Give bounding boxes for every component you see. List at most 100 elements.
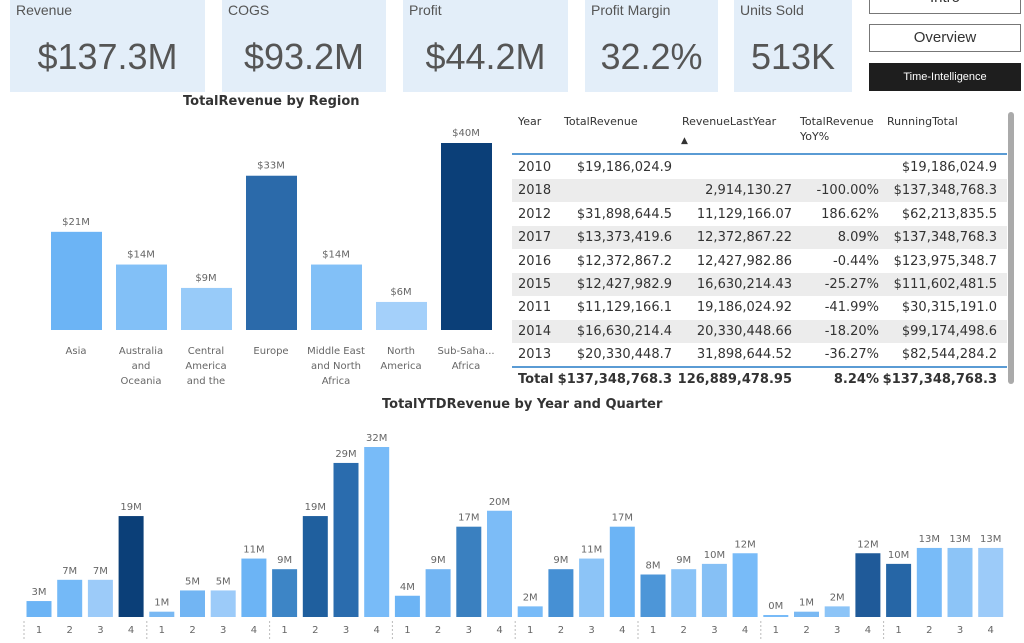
ytd-bar[interactable] [824,606,850,617]
table-row[interactable]: 2018 2,914,130.27 -100.00% $137,348,768.3 [512,179,1007,203]
table-cell: $19,186,024.9 [901,160,997,175]
column-header-yoy[interactable]: TotalRevenue YoY% [800,115,874,143]
ytd-bar[interactable] [149,611,175,617]
time-intelligence-button[interactable]: Time-Intelligence [869,63,1021,91]
region-data-label: $33M [257,161,285,172]
ytd-bar[interactable] [517,606,543,617]
kpi-card-profit-margin: Profit Margin 32.2% [585,0,718,92]
kpi-label: Profit [409,2,442,18]
ytd-data-label: 9M [676,555,691,566]
ytd-bar[interactable] [118,516,144,617]
ytd-bar[interactable] [302,516,328,617]
ytd-bar[interactable] [579,558,605,617]
ytd-data-label: 13M [980,534,1001,545]
ytd-bar[interactable] [425,569,451,617]
table-row[interactable]: 2011 $11,129,166.1 19,186,024.92 -41.99% $30… [512,296,1007,319]
region-data-label: $14M [127,250,155,261]
ytd-data-label: 17M [458,513,479,524]
table-row[interactable]: 2013 $20,330,448.7 31,898,644.52 -36.27% $82… [512,343,1007,366]
region-tick-label: Africa [452,361,481,372]
region-tick-label: North [387,346,415,357]
intro-button[interactable]: Intro [869,0,1021,14]
total-revenue: $137,348,768.3 [557,372,672,387]
ytd-bar[interactable] [487,510,512,617]
region-bar[interactable] [246,175,297,330]
region-tick-label: Asia [66,346,87,357]
ytd-revenue-chart: 3M17M27M319M41M15M25M311M49M119M229M332M… [23,433,1004,639]
quarter-tick-label: 3 [588,625,594,636]
ytd-data-label: 19M [305,502,326,513]
ytd-bar[interactable] [456,526,482,617]
ytd-bar[interactable] [701,563,727,617]
ytd-bar[interactable] [886,563,912,617]
ytd-bar[interactable] [87,579,113,617]
table-cell: 11,129,166.07 [696,206,792,222]
table-cell: $11,129,166.1 [576,300,672,316]
ytd-bar[interactable] [364,447,390,617]
total-running-total: $137,348,768.3 [882,372,997,387]
column-header-running-total[interactable]: RunningTotal [887,115,958,128]
kpi-label: Revenue [16,2,73,18]
ytd-bar[interactable] [855,553,881,617]
region-bar[interactable] [441,143,492,330]
ytd-bar[interactable] [671,569,697,617]
table-row[interactable]: 2010 $19,186,024.9 $19,186,024.9 [512,156,1007,179]
ytd-data-label: 11M [581,545,602,556]
table-row[interactable]: 2014 $16,630,214.4 20,330,448.66 -18.20% $99… [512,319,1007,343]
region-bar[interactable] [181,287,232,330]
overview-button[interactable]: Overview [869,24,1021,52]
region-data-label: $6M [390,287,411,298]
table-scrollbar[interactable] [1008,112,1014,384]
table-cell: -0.44% [833,253,879,269]
table-cell: $123,975,348.7 [893,253,997,269]
table-cell: $12,427,982.9 [576,277,672,292]
ytd-data-label: 7M [93,566,108,577]
ytd-bar[interactable] [394,595,420,617]
ytd-data-label: 20M [489,497,510,508]
region-tick-label: Middle East [307,346,365,357]
column-header-revenue-last-year[interactable]: RevenueLastYear [682,115,777,128]
ytd-data-label: 19M [120,502,141,513]
ytd-bar[interactable] [978,547,1004,617]
region-bar[interactable] [311,264,362,330]
ytd-bar[interactable] [732,553,758,617]
region-tick-label: Africa [322,376,351,387]
region-bar[interactable] [376,301,427,330]
region-bar[interactable] [51,231,102,330]
table-row[interactable]: 2017 $13,373,419.6 12,372,867.22 8.09% $137,… [512,226,1007,250]
ytd-bar[interactable] [640,574,666,618]
region-data-label: $9M [195,273,216,284]
ytd-bar[interactable] [57,579,83,617]
region-tick-label: Australia [119,346,163,357]
table-cell: 12,372,867.22 [696,230,792,246]
ytd-bar[interactable] [794,611,819,617]
ytd-bar[interactable] [609,526,635,617]
ytd-bar[interactable] [210,590,236,617]
ytd-bar[interactable] [272,569,298,617]
region-bar[interactable] [116,264,167,330]
ytd-bar[interactable] [548,569,574,617]
ytd-data-label: 2M [830,592,845,603]
kpi-value: $137.3M [37,36,178,77]
quarter-tick-label: 4 [374,625,380,636]
table-row[interactable]: 2016 $12,372,867.2 12,427,982.86 -0.44% $123… [512,250,1007,273]
ytd-bar[interactable] [26,601,52,617]
table-row[interactable]: 2012 $31,898,644.5 11,129,166.07 186.62% $62… [512,203,1007,226]
quarter-tick-label: 3 [343,625,349,636]
ytd-bar[interactable] [180,590,205,617]
ytd-bar[interactable] [241,558,267,617]
quarter-tick-label: 3 [466,625,472,636]
ytd-bar[interactable] [916,547,942,617]
table-cell: 19,186,024.92 [696,300,792,316]
column-header-total-revenue[interactable]: TotalRevenue [564,115,638,128]
sort-ascending-icon[interactable]: ▲ [681,136,688,146]
ytd-bar[interactable] [333,462,359,617]
table-cell: 2014 [518,323,552,339]
table-row[interactable]: 2015 $12,427,982.9 16,630,214.43 -25.27% $11… [512,273,1007,296]
total-label: Total [518,372,554,387]
table-cell: $62,213,835.5 [901,206,997,222]
ytd-bar[interactable] [947,547,973,617]
ytd-bar[interactable] [763,615,789,617]
quarter-tick-label: 4 [742,625,748,636]
column-header-year[interactable]: Year [518,115,542,128]
